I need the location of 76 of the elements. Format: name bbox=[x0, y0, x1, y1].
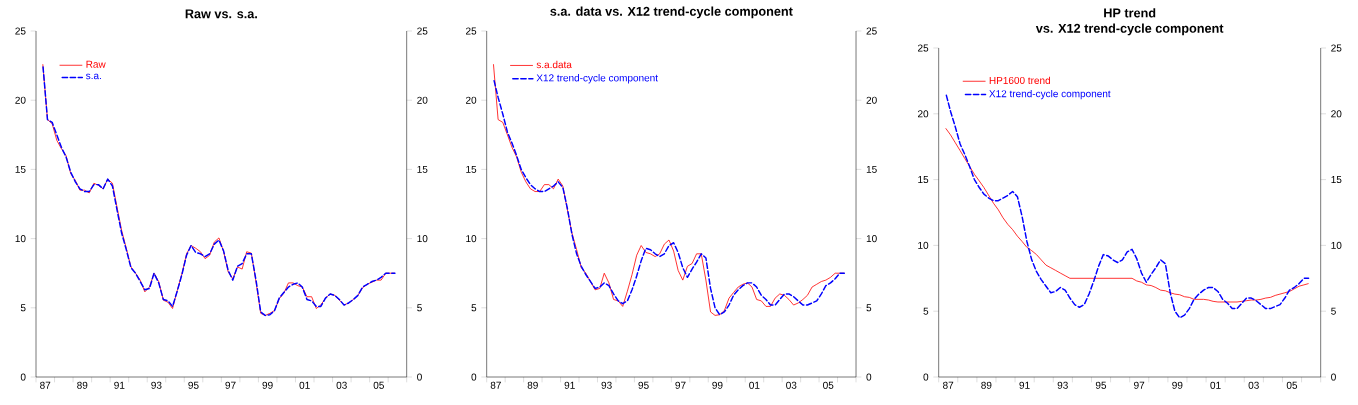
x-tick-label: 93 bbox=[151, 381, 162, 389]
x-tick-label: 89 bbox=[527, 381, 538, 389]
x-tick-label: 03 bbox=[786, 381, 797, 389]
y-tick-label: 10 bbox=[466, 235, 477, 243]
x-tick-label: 95 bbox=[638, 381, 649, 389]
x-tick-label: 97 bbox=[1134, 381, 1145, 389]
x-tick-label: 99 bbox=[712, 381, 723, 389]
y-tick-label: 20 bbox=[15, 96, 26, 104]
y-tick-label: 5 bbox=[471, 304, 477, 312]
x-tick-label: 01 bbox=[299, 381, 310, 389]
x-tick-label: 03 bbox=[336, 381, 347, 389]
x-tick-label: 91 bbox=[1019, 381, 1030, 389]
y2-tick-label: 10 bbox=[1331, 241, 1342, 249]
legend-label: X12 trend-cycle component bbox=[989, 89, 1111, 100]
y2-tick-label: 0 bbox=[417, 373, 422, 381]
y-tick-label: 5 bbox=[20, 304, 26, 312]
legend-label: HP1600 trend bbox=[989, 76, 1050, 84]
x-tick-label: 91 bbox=[564, 381, 575, 389]
y-tick-label: 5 bbox=[923, 307, 929, 315]
y-tick-label: 10 bbox=[918, 241, 929, 249]
y2-tick-label: 15 bbox=[417, 165, 428, 173]
y-tick-label: 0 bbox=[923, 373, 929, 381]
x-tick-label: 95 bbox=[1095, 381, 1107, 389]
y2-tick-label: 15 bbox=[1331, 176, 1342, 184]
y2-tick-label: 5 bbox=[1331, 307, 1336, 315]
y-tick-label: 10 bbox=[15, 235, 26, 243]
legend-label: X12 trend-cycle component bbox=[536, 74, 658, 84]
y2-tick-label: 25 bbox=[417, 27, 428, 35]
y-tick-label: 0 bbox=[20, 373, 26, 381]
legend-label: s.a.data bbox=[536, 60, 572, 69]
chart-title: s.a. data vs. X12 trend-cycle component bbox=[550, 6, 793, 19]
chart-title: Raw vs. s.a. bbox=[185, 9, 257, 19]
x-tick-label: 05 bbox=[1286, 381, 1298, 389]
y2-tick-label: 0 bbox=[1331, 373, 1336, 381]
x-tick-label: 87 bbox=[40, 381, 51, 389]
y2-tick-label: 20 bbox=[1331, 110, 1342, 118]
y2-tick-label: 5 bbox=[417, 304, 422, 312]
y2-tick-label: 15 bbox=[866, 165, 877, 173]
x-tick-label: 97 bbox=[675, 381, 686, 389]
x-tick-label: 89 bbox=[981, 381, 992, 389]
chart-title: HP trend bbox=[1104, 8, 1156, 18]
y2-tick-label: 20 bbox=[866, 96, 877, 104]
x-tick-label: 87 bbox=[943, 381, 954, 389]
y2-tick-label: 25 bbox=[866, 27, 877, 35]
x-tick-label: 97 bbox=[225, 381, 236, 389]
x-tick-label: 99 bbox=[1172, 381, 1183, 389]
y2-tick-label: 10 bbox=[866, 235, 877, 243]
x-tick-label: 95 bbox=[188, 381, 199, 389]
y-tick-label: 15 bbox=[466, 165, 477, 173]
y2-tick-label: 10 bbox=[417, 235, 428, 243]
y-tick-label: 15 bbox=[15, 165, 26, 173]
x-tick-label: 91 bbox=[114, 381, 125, 389]
y-tick-label: 25 bbox=[918, 44, 929, 52]
x-tick-label: 93 bbox=[1057, 381, 1068, 389]
x-tick-label: 01 bbox=[1210, 381, 1221, 389]
y2-tick-label: 25 bbox=[1331, 44, 1342, 52]
x-tick-label: 01 bbox=[749, 381, 760, 389]
y-tick-label: 0 bbox=[471, 373, 477, 381]
x-tick-label: 87 bbox=[490, 381, 501, 389]
chart-subtitle: vs. X12 trend-cycle component bbox=[1035, 23, 1224, 36]
y2-tick-label: 0 bbox=[866, 373, 872, 381]
x-tick-label: 93 bbox=[601, 381, 612, 389]
y-tick-label: 20 bbox=[918, 110, 929, 118]
y-tick-label: 20 bbox=[466, 96, 477, 104]
legend-label: Raw bbox=[86, 60, 106, 68]
x-tick-label: 05 bbox=[373, 381, 384, 389]
y2-tick-label: 5 bbox=[866, 304, 872, 312]
x-tick-label: 99 bbox=[262, 381, 273, 389]
x-tick-label: 89 bbox=[77, 381, 88, 389]
y-tick-label: 15 bbox=[918, 176, 929, 184]
y-tick-label: 25 bbox=[466, 27, 477, 35]
x-tick-label: 03 bbox=[1248, 381, 1259, 389]
x-tick-label: 05 bbox=[823, 381, 834, 389]
legend-label: s.a. bbox=[85, 73, 101, 80]
y-tick-label: 25 bbox=[15, 27, 26, 35]
y2-tick-label: 20 bbox=[417, 96, 428, 104]
